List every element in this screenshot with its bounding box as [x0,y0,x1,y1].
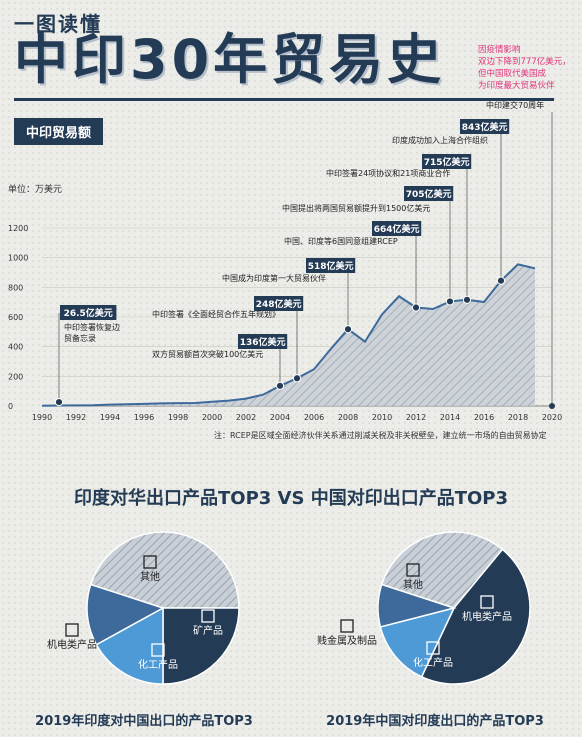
pie-slice [377,583,457,628]
x-tick-label: 1992 [66,413,86,422]
comparison-title: 印度对华出口产品TOP3 VS 中国对印出口产品TOP3 [73,488,509,509]
pie-slice [380,531,504,609]
data-point-marker [292,374,302,383]
pie-slice-label: 其他 [140,570,160,583]
slice-icon [406,563,420,577]
value-badge [372,221,422,236]
pie-slice [95,606,164,685]
section-tag: 中印贸易额 [14,118,104,145]
pie-slice [86,583,165,646]
value-badge [306,258,356,273]
y-tick-label: 1200 [8,224,28,233]
x-tick-label: 2000 [202,413,222,422]
value-badge-label: 705亿美元 [406,188,452,200]
value-badge [60,305,117,320]
unit-label: 单位：万美元 [8,185,63,195]
value-badge-label: 518亿美元 [308,260,354,272]
x-tick-label: 2008 [338,413,358,422]
data-point-marker [549,403,555,409]
data-point-marker [275,381,285,390]
covid-note: 因疫情影响 双边下降到777亿美元， 但中国取代美国成 为印度最大贸易伙伴 [478,45,571,91]
y-tick-label: 800 [8,283,23,292]
pie-slice-label: 机电类产品 [462,610,512,623]
value-badge-label: 248亿美元 [256,298,302,310]
value-badge-label: 664亿美元 [374,223,420,235]
value-badge [460,119,510,134]
pie-slice-label: 其他 [403,578,423,591]
annotation-text: 中印建交70周年 [486,100,544,110]
value-badge [238,334,288,349]
data-point-marker [445,297,455,306]
slice-icon [426,641,440,655]
value-badge [404,186,454,201]
y-tick-label: 400 [8,343,23,352]
pie-slice-label: 贱金属及制品 [317,634,377,647]
pie-slice [420,548,531,685]
slice-icon [65,623,79,637]
pie-slice-label: 化工产品 [138,658,178,671]
value-badge-label: 843亿美元 [462,121,508,133]
value-badge-label: 26.5亿美元 [64,307,113,319]
annotation-text: 中印签署恢复边贸备忘录 [64,322,120,343]
x-tick-label: 2018 [508,413,528,422]
x-tick-label: 1998 [168,413,188,422]
data-point-marker [462,295,472,304]
x-tick-label: 1996 [134,413,154,422]
pie-caption-left: 2019年印度对中国出口的产品TOP3 [35,714,253,729]
x-tick-label: 2020 [542,413,562,422]
x-tick-label: 1990 [32,413,52,422]
y-tick-label: 1000 [8,254,28,263]
pie-slice [89,531,240,609]
annotation-text: 中国成为印度第一大贸易伙伴 [222,273,326,283]
value-badge [422,154,472,169]
x-tick-label: 2006 [304,413,324,422]
page-title: 中印30年贸易史 [14,28,446,91]
data-point-marker [343,325,353,334]
pie-slice-label: 机电类产品 [47,638,97,651]
slice-icon [151,643,165,657]
x-tick-label: 2012 [406,413,426,422]
annotation-text: 中国、印度等6国同意组建RCEP [284,236,398,246]
footnote: 注：RCEP是区域全面经济伙伴关系通过削减关税及非关税壁垒，建立统一市场的自由贸… [214,431,547,440]
x-tick-label: 2016 [474,413,494,422]
annotation-text: 双方贸易额首次突破100亿美元 [152,349,263,359]
value-badge [254,296,304,311]
header-subtitle: 一图读懂 [14,12,102,36]
slice-icon [143,555,157,569]
data-point-marker [411,303,421,312]
value-badge-label: 715亿美元 [424,156,470,168]
pie-caption-right: 2019年中国对印度出口的产品TOP3 [326,714,544,729]
data-point-marker [496,276,506,285]
value-badge-label: 136亿美元 [240,336,286,348]
x-tick-label: 2004 [270,413,290,422]
header-divider [14,98,554,101]
annotation-text: 中印签署《全面经贸合作五年规划》 [152,309,280,319]
x-tick-label: 2014 [440,413,460,422]
annotation-text: 中印签署24项协议和21项商业合作 [326,168,450,178]
slice-icon [201,609,215,623]
x-tick-label: 1994 [100,413,120,422]
y-tick-label: 600 [8,313,23,322]
y-tick-label: 0 [8,402,13,411]
annotation-text: 中国提出将两国贸易额提升到1500亿美元 [282,203,430,213]
trade-area [42,264,535,406]
pie-slice-label: 矿产品 [193,624,223,637]
annotation-text: 印度成功加入上海合作组织 [392,135,488,145]
slice-icon [480,595,494,609]
y-tick-label: 200 [8,372,23,381]
pie-slice-label: 化工产品 [413,656,453,669]
slice-icon [340,619,354,633]
data-point-marker [54,397,64,407]
x-tick-label: 2002 [236,413,256,422]
x-tick-label: 2010 [372,413,392,422]
pie-slice [379,606,456,678]
trade-area-chart: 0 200 400 600 800 1000 1200 1990 1992 1994 1996 199… [8,100,562,422]
pie-slice [162,607,240,685]
